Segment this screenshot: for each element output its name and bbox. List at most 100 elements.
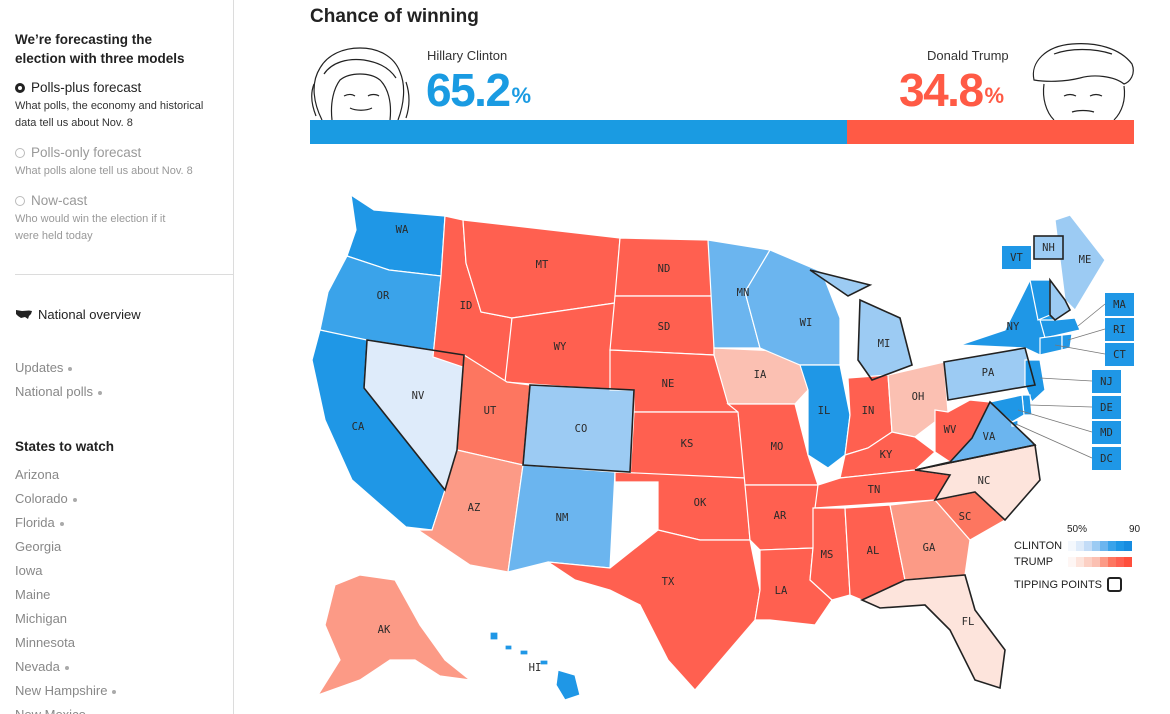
callout-leader-ct xyxy=(1054,344,1106,355)
tipping-point-outline-icon xyxy=(1107,577,1123,592)
new-indicator-dot xyxy=(68,366,73,371)
state-box-label-ri: RI xyxy=(1113,324,1126,336)
state-label-ne: NE xyxy=(662,378,675,390)
state-label-nm: NM xyxy=(556,512,569,524)
trump-scale-swatch xyxy=(1116,557,1124,567)
clinton-scale-swatch xyxy=(1116,541,1124,551)
radio-unselected-icon[interactable] xyxy=(15,147,25,158)
state-link[interactable]: Michigan xyxy=(15,611,68,626)
state-link[interactable]: Georgia xyxy=(15,539,62,554)
state-ak[interactable] xyxy=(316,574,473,697)
model-polls-plus[interactable]: Polls-plus forecast What polls, the econ… xyxy=(15,79,225,132)
state-label-sc: SC xyxy=(959,511,972,523)
state-box-nj[interactable] xyxy=(1092,370,1121,393)
state-box-dc[interactable] xyxy=(1092,447,1121,470)
clinton-chance-fill xyxy=(310,120,848,144)
state-box-md[interactable] xyxy=(1092,421,1121,444)
state-label-id: ID xyxy=(460,300,473,312)
trump-scale-swatch xyxy=(1068,557,1076,567)
state-label-oh: OH xyxy=(912,391,925,403)
state-label-hi: HI xyxy=(529,662,542,674)
state-box-nh[interactable] xyxy=(1033,235,1064,260)
legend-trump-row: TRUMP xyxy=(1014,556,1132,568)
state-box-ct[interactable] xyxy=(1105,343,1134,366)
states-heading: States to watch xyxy=(15,439,115,454)
state-link[interactable]: Arizona xyxy=(15,467,60,482)
clinton-percent: 65.2% xyxy=(426,64,532,116)
state-label-mt: MT xyxy=(536,259,549,271)
state-label-ok: OK xyxy=(694,497,707,509)
state-ok[interactable] xyxy=(614,471,751,541)
state-label-az: AZ xyxy=(468,502,481,514)
national-polls-link[interactable]: National polls xyxy=(15,380,103,404)
model-description: What polls, the economy and historical d… xyxy=(15,100,204,129)
callout-leader-ri xyxy=(1067,328,1106,341)
sidebar: We’re forecasting the election with thre… xyxy=(0,0,234,714)
state-ga[interactable] xyxy=(889,499,971,581)
state-label-wy: WY xyxy=(554,341,567,353)
state-nj[interactable] xyxy=(1024,359,1046,404)
state-ct[interactable] xyxy=(1039,334,1063,356)
national-overview-label: National overview xyxy=(38,307,141,322)
state-label-ms: MS xyxy=(821,549,834,561)
state-hi[interactable] xyxy=(489,631,581,701)
state-label-sd: SD xyxy=(658,321,671,333)
tipping-point-outline-va xyxy=(914,400,1037,471)
trump-name: Donald Trump xyxy=(927,48,1009,63)
state-label-ak: AK xyxy=(378,624,391,636)
national-overview-link[interactable]: National overview xyxy=(15,307,141,322)
state-label-wa: WA xyxy=(396,224,409,236)
state-box-ma[interactable] xyxy=(1105,293,1134,316)
trump-scale-swatch xyxy=(1100,557,1108,567)
radio-unselected-icon[interactable] xyxy=(15,195,25,206)
state-label-wi: WI xyxy=(800,317,813,329)
state-fl[interactable] xyxy=(860,574,1006,689)
state-oh[interactable] xyxy=(887,361,949,438)
updates-link[interactable]: Updates xyxy=(15,356,102,380)
state-ma[interactable] xyxy=(1039,317,1081,339)
state-label-in: IN xyxy=(862,405,875,417)
state-label-mn: MN xyxy=(737,287,750,299)
state-label-il: IL xyxy=(818,405,831,417)
state-box-vt[interactable] xyxy=(1002,246,1031,269)
state-link[interactable]: Colorado xyxy=(15,487,116,511)
state-box-label-vt: VT xyxy=(1010,252,1023,264)
state-label-la: LA xyxy=(775,585,788,597)
state-me[interactable] xyxy=(1054,214,1106,311)
state-box-de[interactable] xyxy=(1092,396,1121,419)
tipping-point-outline-nc xyxy=(914,444,1041,522)
tipping-point-outline-nv xyxy=(363,339,465,492)
chance-bar xyxy=(310,120,1134,144)
state-label-me: ME xyxy=(1079,254,1092,266)
state-link[interactable]: Florida xyxy=(15,511,116,535)
state-link[interactable]: Nevada xyxy=(15,655,116,679)
tipping-point-outline-mi xyxy=(809,269,913,381)
model-description: Who would win the election if it were he… xyxy=(15,213,166,242)
state-tx[interactable] xyxy=(547,529,761,691)
state-link[interactable]: Iowa xyxy=(15,563,43,578)
tipping-point-outline-co xyxy=(522,384,635,473)
legend-clinton-row: CLINTON xyxy=(1014,540,1132,552)
radio-selected-icon[interactable] xyxy=(15,82,25,93)
state-label-ks: KS xyxy=(681,438,694,450)
new-indicator-dot xyxy=(112,689,117,694)
state-link[interactable]: New Mexico xyxy=(15,703,116,714)
clinton-scale-swatch xyxy=(1076,541,1084,551)
state-link[interactable]: Maine xyxy=(15,587,51,602)
state-label-wv: WV xyxy=(944,424,957,436)
clinton-scale-swatch xyxy=(1092,541,1100,551)
states-to-watch-list: Arizona Colorado Florida Georgia Iowa Maine Mi… xyxy=(15,463,117,714)
legend-tick-high: 90 xyxy=(1129,524,1141,535)
state-box-label-ct: CT xyxy=(1113,349,1126,361)
state-label-ny: NY xyxy=(1007,321,1020,333)
state-box-ri[interactable] xyxy=(1105,318,1134,341)
state-link[interactable]: New Hampshire xyxy=(15,679,117,703)
state-link[interactable]: Minnesota xyxy=(15,635,75,650)
model-polls-only[interactable]: Polls-only forecast What polls alone tel… xyxy=(15,144,225,180)
chance-title: Chance of winning xyxy=(310,6,479,27)
new-indicator-dot xyxy=(59,521,64,526)
state-label-nd: ND xyxy=(658,263,671,275)
model-now-cast[interactable]: Now-cast Who would win the election if i… xyxy=(15,192,190,245)
state-il[interactable] xyxy=(799,364,851,469)
legend-tipping-label: TIPPING POINTS xyxy=(1014,578,1103,591)
